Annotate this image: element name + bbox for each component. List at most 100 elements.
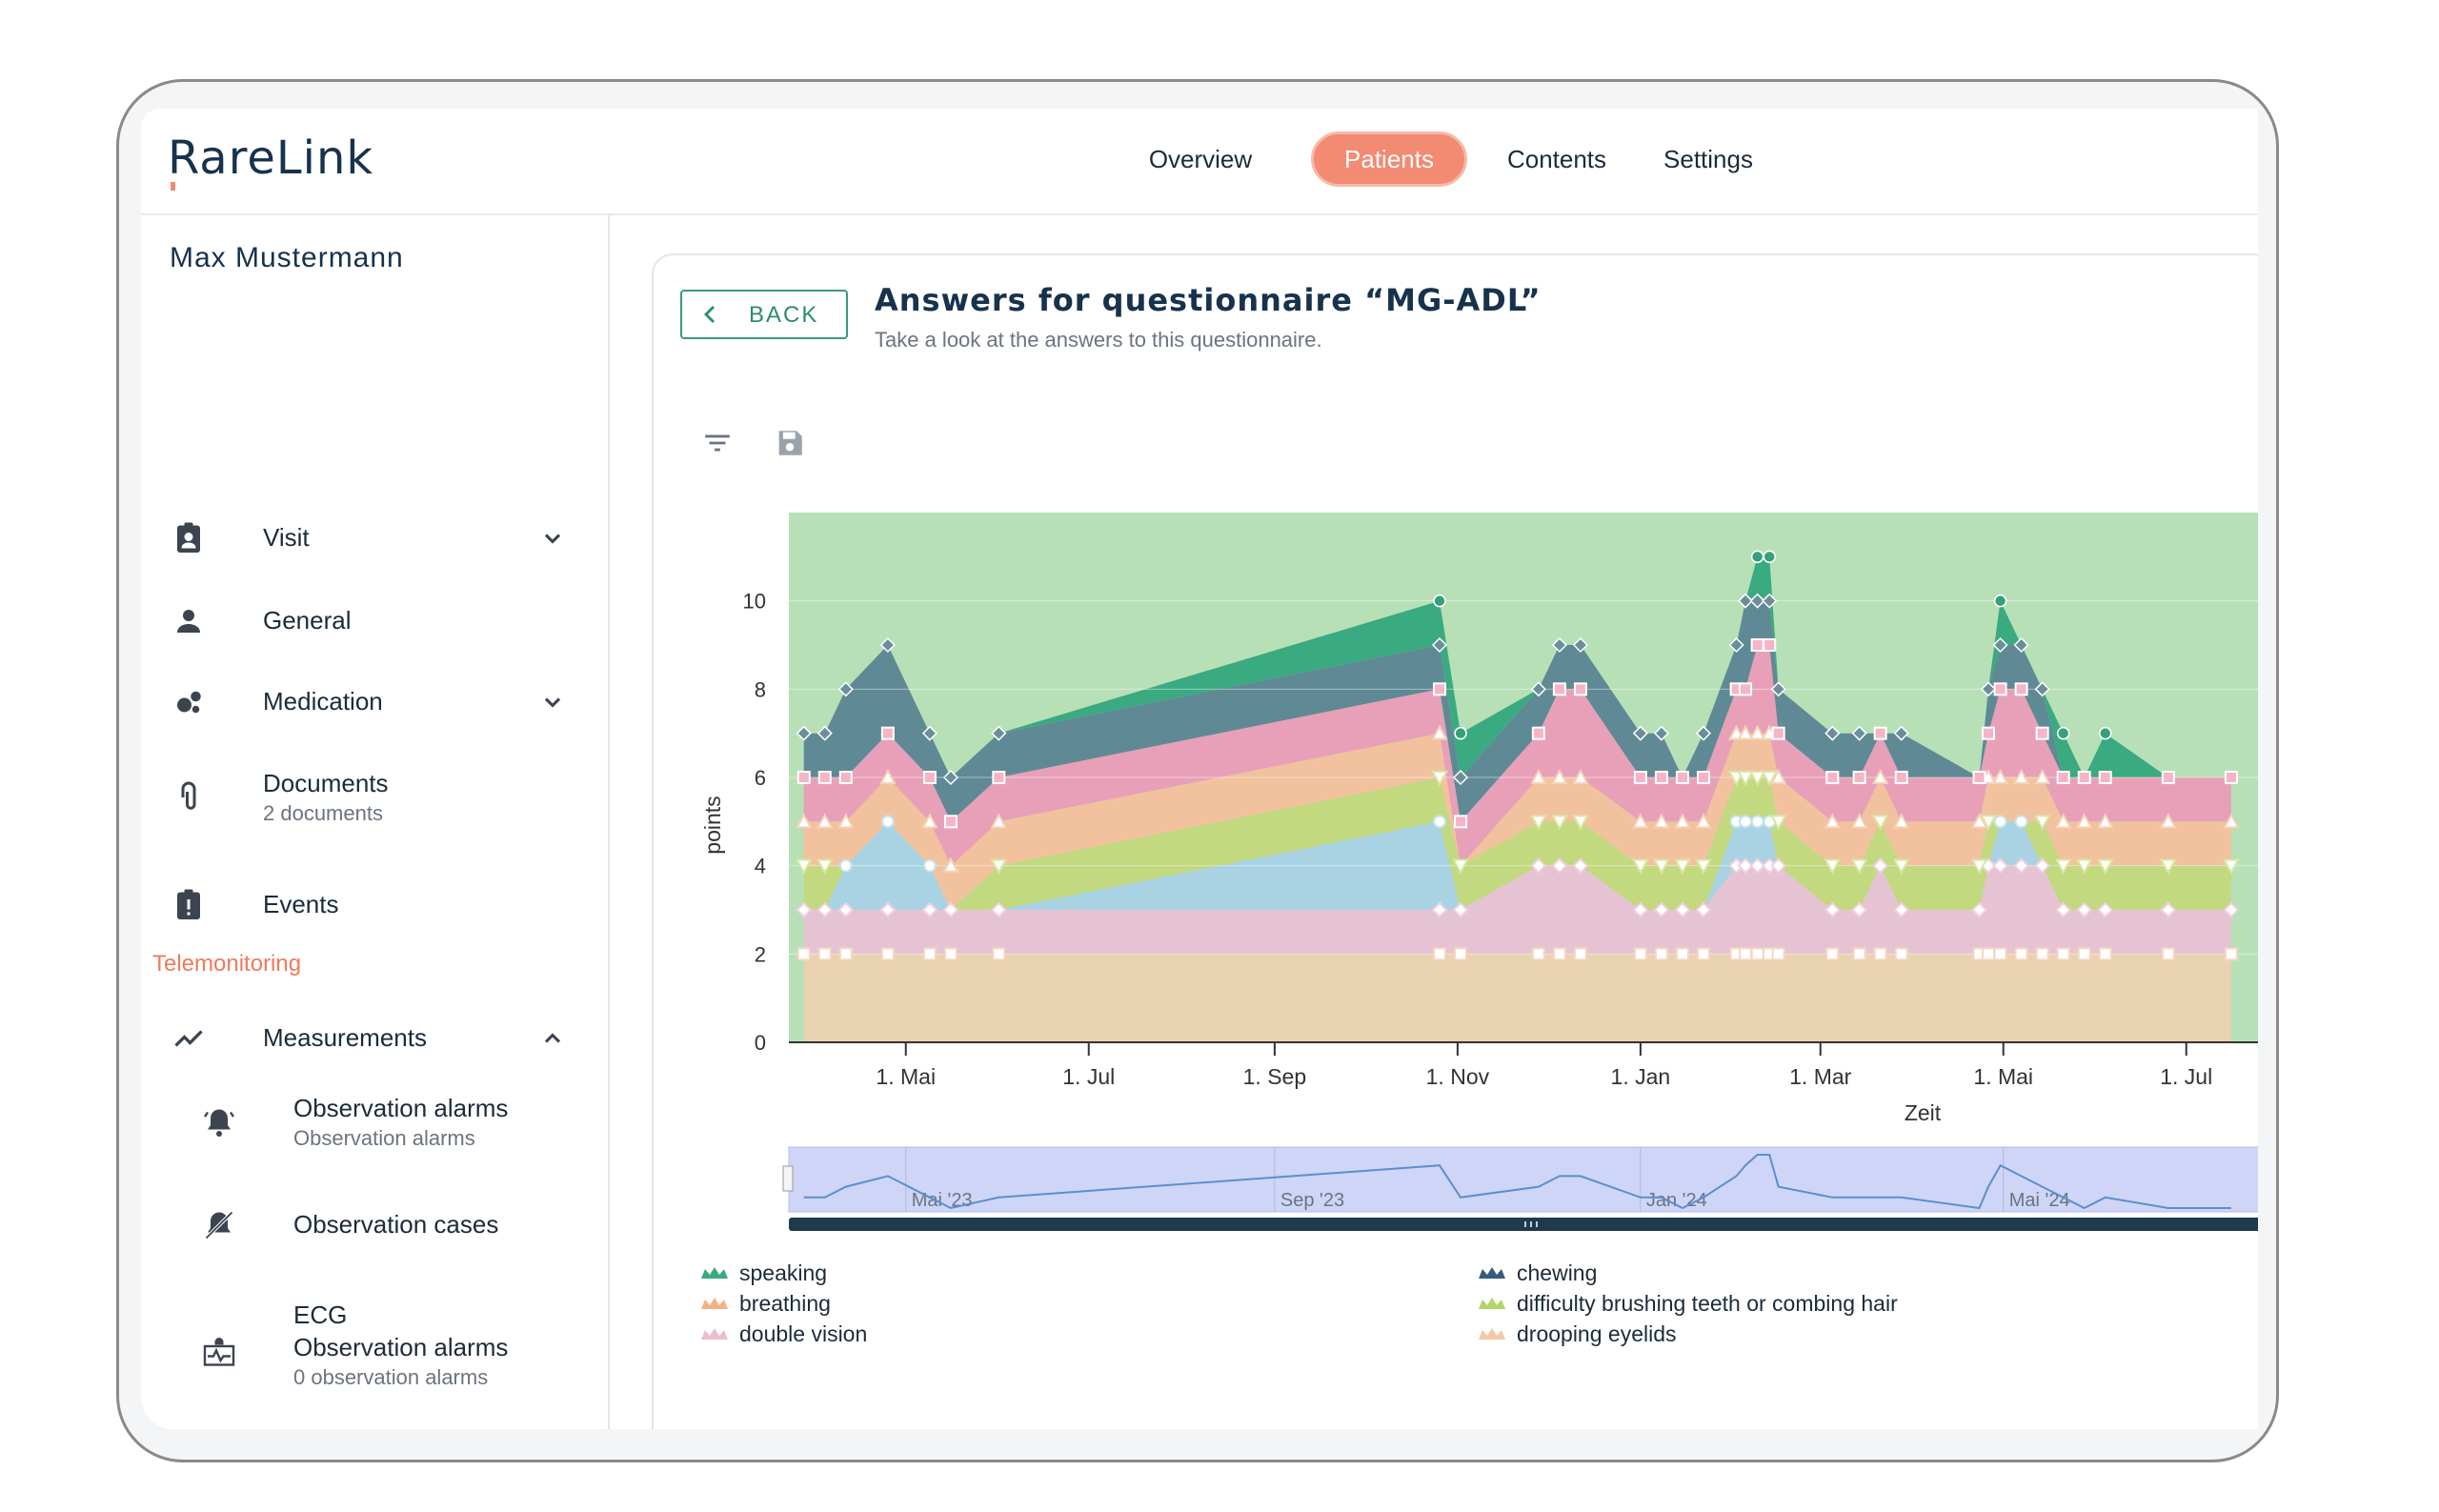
- data-point-marker[interactable]: [1980, 681, 1997, 697]
- data-point-marker[interactable]: [2077, 947, 2091, 961]
- data-point-marker[interactable]: [1551, 636, 1567, 654]
- data-point-marker[interactable]: [1893, 725, 1909, 741]
- data-point-marker[interactable]: [1825, 947, 1840, 961]
- data-point-marker[interactable]: [1992, 857, 2008, 875]
- data-point-marker[interactable]: [2014, 682, 2028, 696]
- data-point-marker[interactable]: [1632, 901, 1649, 918]
- data-point-marker[interactable]: [2224, 771, 2238, 784]
- data-point-marker[interactable]: [921, 725, 937, 741]
- data-point-marker[interactable]: [1653, 813, 1670, 829]
- data-point-marker[interactable]: [1893, 813, 1910, 829]
- data-point-marker[interactable]: [1763, 638, 1777, 652]
- data-point-marker[interactable]: [838, 947, 853, 961]
- data-point-marker[interactable]: [880, 815, 895, 829]
- data-point-marker[interactable]: [1748, 771, 1766, 787]
- data-point-marker[interactable]: [1750, 815, 1764, 829]
- data-point-marker[interactable]: [1763, 550, 1776, 564]
- data-point-marker[interactable]: [1980, 815, 1997, 831]
- data-point-marker[interactable]: [796, 725, 812, 741]
- data-point-marker[interactable]: [1824, 813, 1841, 829]
- data-point-marker[interactable]: [2161, 947, 2175, 961]
- data-point-marker[interactable]: [837, 681, 854, 697]
- data-point-marker[interactable]: [2013, 636, 2029, 654]
- data-point-marker[interactable]: [1737, 857, 1754, 875]
- data-point-marker[interactable]: [1824, 725, 1841, 741]
- stacked-area-chart[interactable]: 0 2 4 6 8 10 1. Mai 1. Jul 1. Sep 1. Nov 1. Jan 1. …: [654, 255, 2258, 1429]
- data-point-marker[interactable]: [2161, 771, 2175, 784]
- data-point-marker[interactable]: [2160, 813, 2177, 829]
- data-point-marker[interactable]: [1675, 771, 1689, 784]
- data-point-marker[interactable]: [1695, 813, 1712, 829]
- data-point-marker[interactable]: [990, 858, 1007, 875]
- data-point-marker[interactable]: [2013, 857, 2030, 875]
- area-series-6[interactable]: [803, 645, 2231, 866]
- data-point-marker[interactable]: [1452, 901, 1469, 918]
- data-point-marker[interactable]: [942, 857, 959, 873]
- area-series-3[interactable]: [803, 821, 2231, 910]
- data-point-marker[interactable]: [817, 771, 832, 784]
- data-point-marker[interactable]: [1852, 947, 1866, 961]
- data-point-marker[interactable]: [2097, 813, 2114, 829]
- data-point-marker[interactable]: [1431, 724, 1448, 740]
- data-point-marker[interactable]: [2097, 901, 2114, 918]
- data-point-marker[interactable]: [1851, 901, 1868, 918]
- data-point-marker[interactable]: [1530, 815, 1547, 831]
- sidebar-item-measurements[interactable]: Measurements: [141, 1006, 608, 1073]
- data-point-marker[interactable]: [1695, 901, 1712, 918]
- area-series-4[interactable]: [803, 777, 2231, 910]
- data-point-marker[interactable]: [796, 901, 813, 918]
- data-point-marker[interactable]: [1739, 815, 1753, 829]
- data-point-marker[interactable]: [943, 815, 957, 829]
- data-point-marker[interactable]: [879, 768, 897, 784]
- data-point-marker[interactable]: [1993, 815, 2007, 829]
- data-point-marker[interactable]: [816, 858, 834, 875]
- data-point-marker[interactable]: [879, 901, 897, 918]
- data-point-marker[interactable]: [1431, 901, 1448, 918]
- data-point-marker[interactable]: [1653, 901, 1670, 918]
- sidebar-item-events[interactable]: Events: [141, 873, 608, 939]
- data-point-marker[interactable]: [2224, 947, 2238, 961]
- data-point-marker[interactable]: [2035, 947, 2049, 961]
- data-point-marker[interactable]: [1530, 857, 1547, 875]
- legend-item-label[interactable]: speaking: [739, 1260, 827, 1285]
- data-point-marker[interactable]: [2033, 768, 2051, 784]
- data-point-marker[interactable]: [816, 725, 833, 741]
- data-point-marker[interactable]: [2034, 857, 2051, 875]
- data-point-marker[interactable]: [1739, 947, 1753, 961]
- nav-contents[interactable]: Contents: [1506, 145, 1607, 173]
- area-series-5[interactable]: [803, 733, 2231, 910]
- data-point-marker[interactable]: [816, 813, 834, 829]
- data-point-marker[interactable]: [1971, 901, 1987, 918]
- sidebar-item-visit[interactable]: Visit: [141, 506, 608, 573]
- navigator-handle[interactable]: [782, 1165, 794, 1192]
- data-point-marker[interactable]: [2033, 815, 2051, 831]
- sidebar-item-medication[interactable]: Medication: [141, 670, 608, 736]
- data-point-marker[interactable]: [1893, 901, 1910, 918]
- data-point-marker[interactable]: [992, 771, 1006, 784]
- data-point-marker[interactable]: [1824, 858, 1841, 875]
- data-point-marker[interactable]: [1737, 724, 1754, 740]
- data-point-marker[interactable]: [1653, 725, 1669, 741]
- data-point-marker[interactable]: [1654, 947, 1668, 961]
- data-point-marker[interactable]: [1750, 947, 1764, 961]
- data-point-marker[interactable]: [2076, 813, 2093, 829]
- scrollbar-grip[interactable]: [1524, 1221, 1538, 1227]
- data-point-marker[interactable]: [1572, 815, 1589, 831]
- data-point-marker[interactable]: [991, 725, 1007, 741]
- data-point-marker[interactable]: [943, 947, 957, 961]
- data-point-marker[interactable]: [1452, 858, 1469, 875]
- save-icon[interactable]: [774, 427, 806, 459]
- data-point-marker[interactable]: [1633, 771, 1647, 784]
- data-point-marker[interactable]: [1750, 638, 1764, 652]
- data-point-marker[interactable]: [1674, 901, 1691, 918]
- data-point-marker[interactable]: [1454, 947, 1468, 961]
- data-point-marker[interactable]: [1633, 947, 1647, 961]
- data-point-marker[interactable]: [1573, 947, 1587, 961]
- data-point-marker[interactable]: [1552, 682, 1566, 696]
- filter-icon[interactable]: [701, 427, 734, 459]
- data-point-marker[interactable]: [1893, 858, 1910, 875]
- data-point-marker[interactable]: [2223, 901, 2240, 918]
- data-point-marker[interactable]: [2223, 813, 2240, 829]
- data-point-marker[interactable]: [880, 726, 895, 740]
- data-point-marker[interactable]: [1572, 636, 1588, 654]
